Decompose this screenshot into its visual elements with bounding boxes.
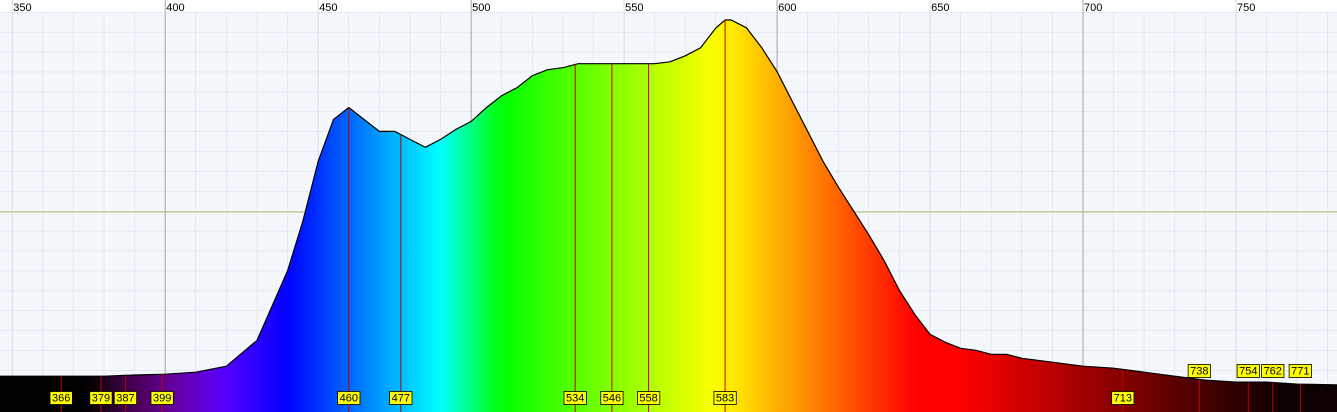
peak-label-box: [600, 391, 624, 405]
peak-label: 477: [392, 392, 410, 404]
peak-label-box: [713, 391, 737, 405]
peak-label-box: [389, 391, 413, 405]
peak-label-box: [1187, 364, 1211, 378]
peak-label: 460: [340, 392, 358, 404]
x-tick-label: 650: [931, 2, 949, 14]
x-tick-label: 550: [625, 2, 643, 14]
x-tick-label: 500: [472, 2, 490, 14]
peak-label: 399: [153, 392, 171, 404]
x-tick-label: 350: [13, 2, 31, 14]
peak-label: 771: [1291, 365, 1309, 377]
peak-label-box: [1288, 364, 1312, 378]
peak-label-box: [637, 391, 661, 405]
peak-label-box: [563, 391, 587, 405]
peak-label: 583: [716, 392, 734, 404]
x-tick-label: 700: [1084, 2, 1102, 14]
peak-label-box: [113, 391, 138, 405]
axis-strip: [0, 0, 1337, 12]
peak-label: 366: [52, 392, 70, 404]
peak-label-box: [337, 391, 361, 405]
x-tick-label: 750: [1237, 2, 1255, 14]
peak-label: 558: [639, 392, 657, 404]
peak-label: 762: [1264, 365, 1282, 377]
spectrum-area: [0, 20, 1337, 412]
peak-label: 387: [116, 392, 134, 404]
peak-label-box: [1261, 364, 1285, 378]
peak-label: 534: [566, 392, 584, 404]
x-tick-label: 450: [319, 2, 337, 14]
peak-label-box: [150, 391, 174, 405]
peak-label: 754: [1239, 365, 1257, 377]
peak-label: 379: [92, 392, 110, 404]
peak-label-box: [1111, 391, 1135, 405]
peak-label-box: [49, 391, 73, 405]
peak-label: 738: [1190, 365, 1208, 377]
peak-label: 546: [603, 392, 621, 404]
peak-label-box: [1236, 364, 1260, 378]
x-tick-label: 600: [778, 2, 796, 14]
x-tick-label: 400: [166, 2, 184, 14]
spectrum-line: [0, 19, 1337, 386]
peak-label-box: [89, 391, 113, 405]
peak-label: 713: [1114, 392, 1132, 404]
